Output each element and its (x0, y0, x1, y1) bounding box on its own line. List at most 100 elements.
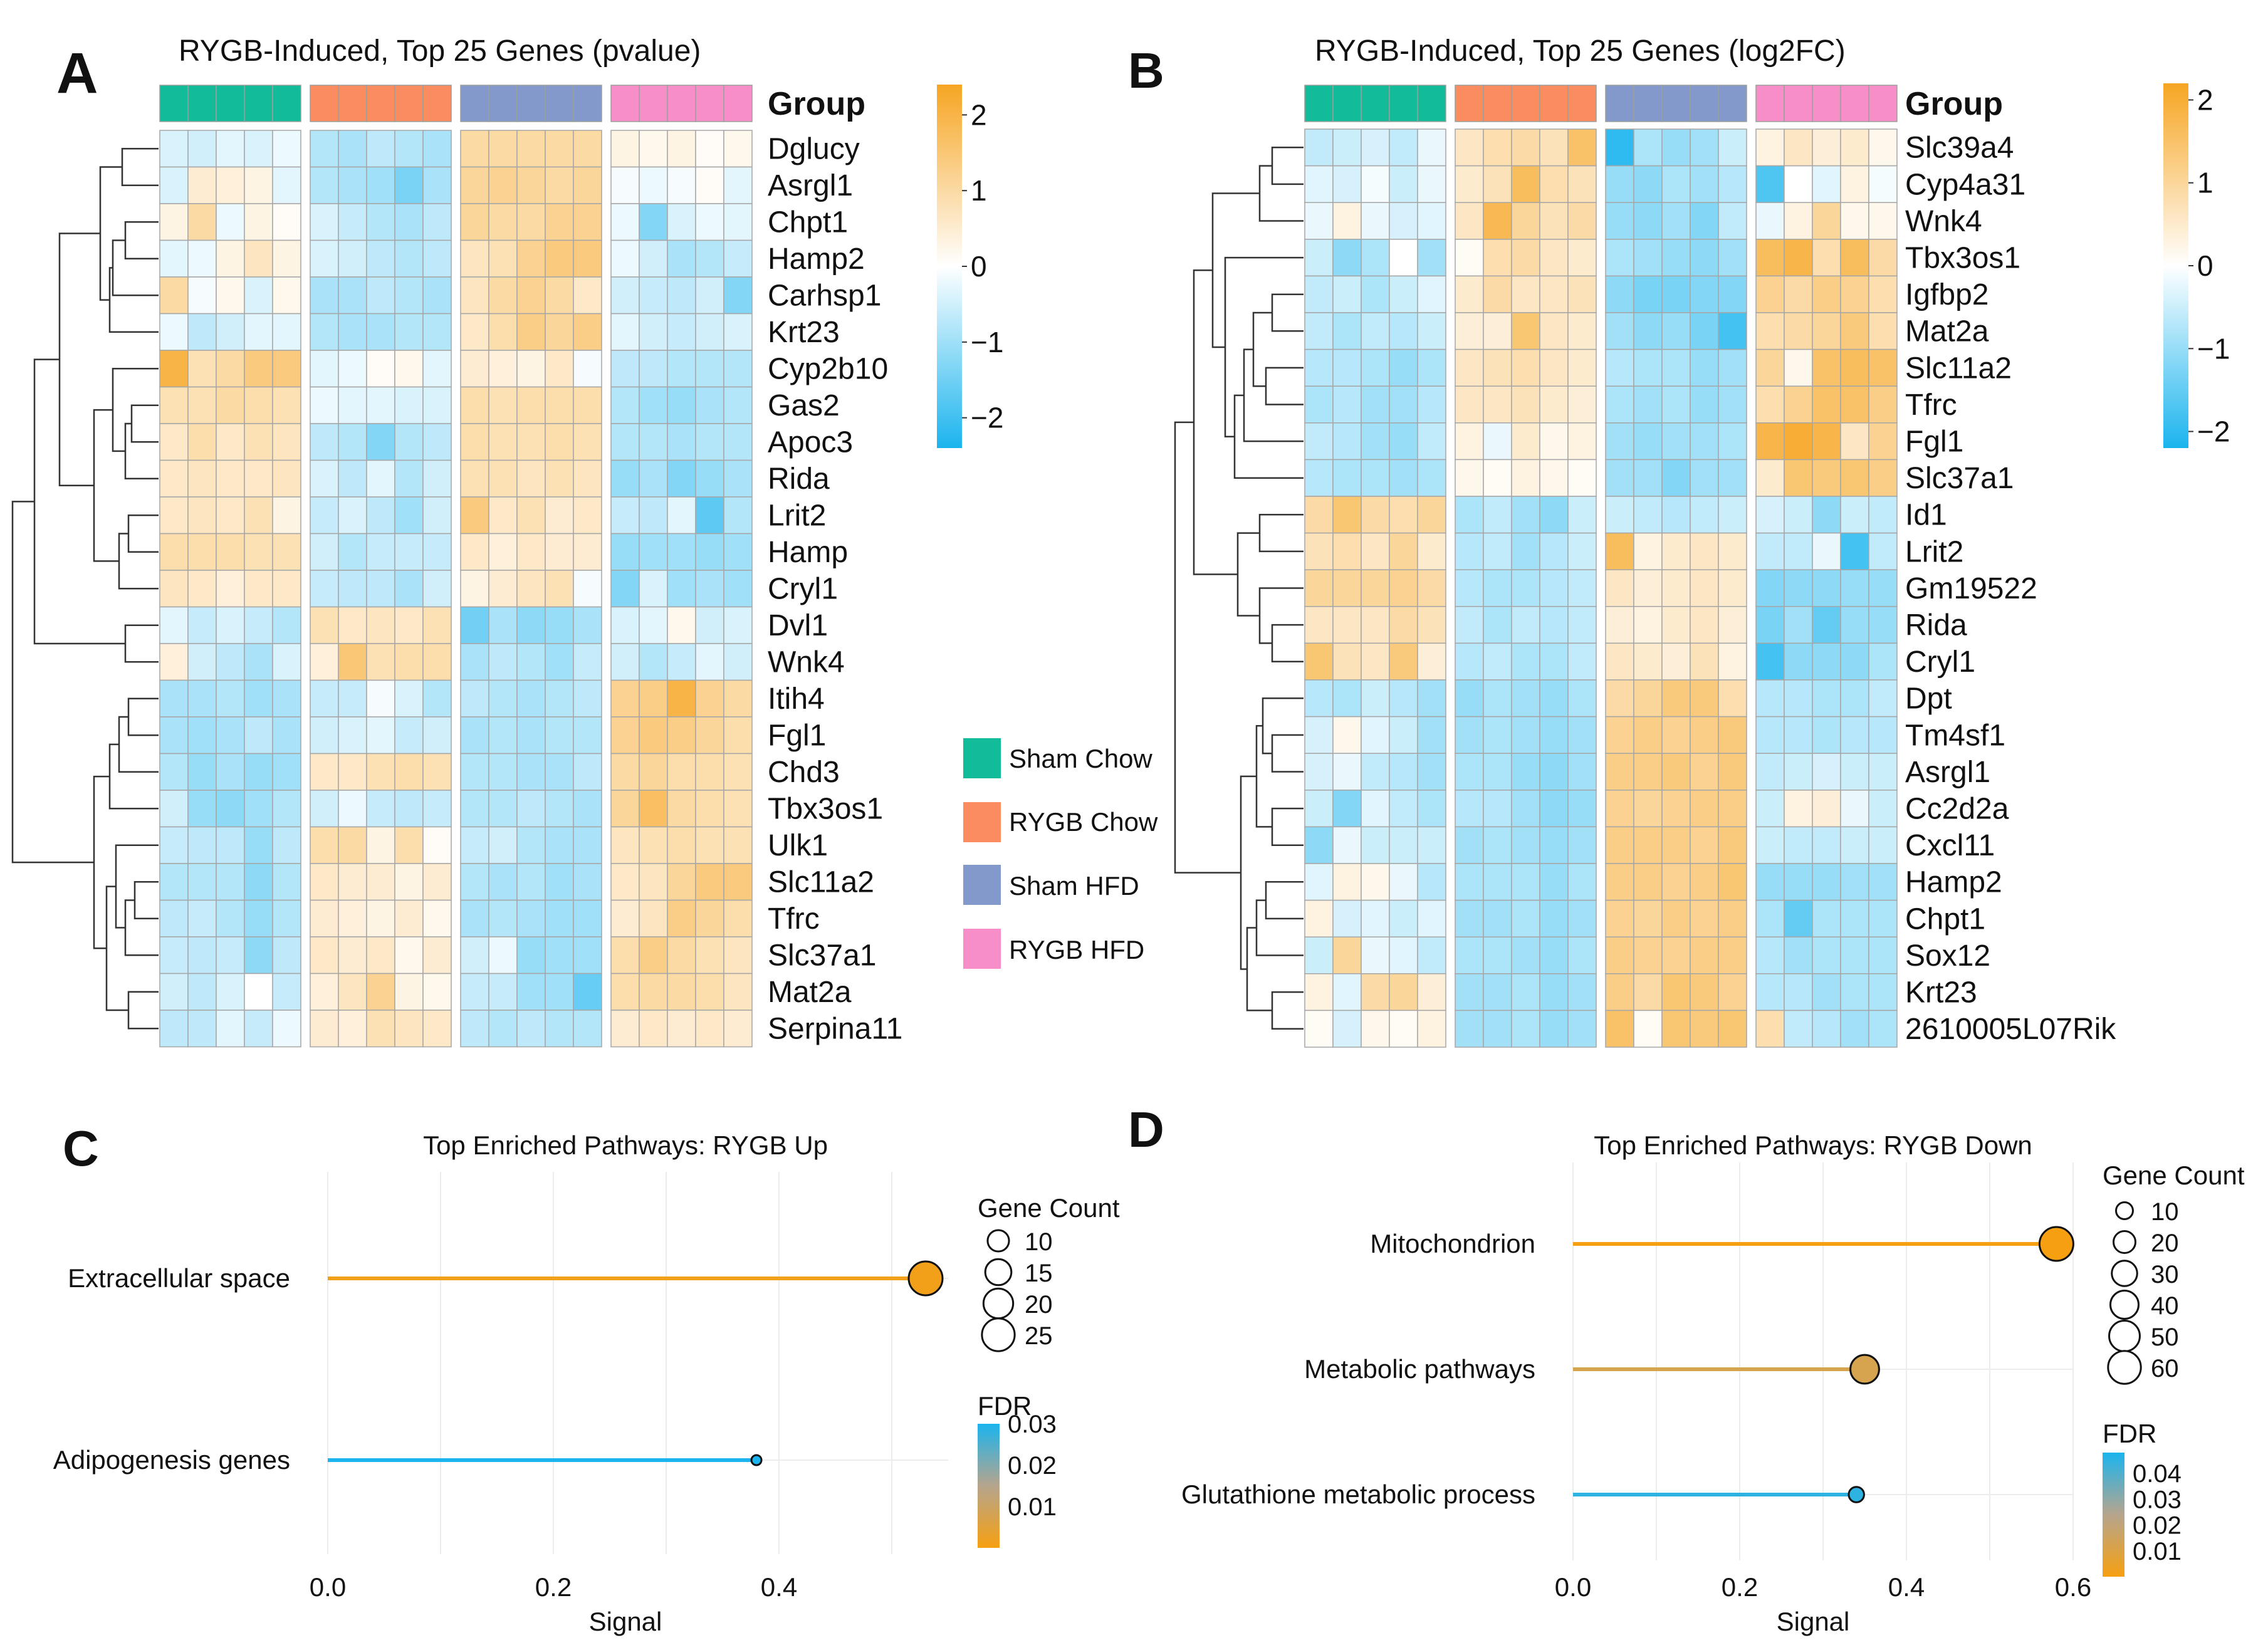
heatmap-cell (1389, 642, 1418, 681)
heatmap-cell (1868, 422, 1898, 461)
lollipop-chart-d: Top Enriched Pathways: RYGB Down Mitocho… (1181, 1130, 2245, 1636)
heatmap-cell (1690, 422, 1719, 461)
heatmap-cell (723, 239, 753, 278)
heatmap-cell (244, 276, 273, 315)
heatmap-cell (244, 239, 273, 278)
heatmap-cell (610, 679, 640, 718)
heatmap-cell (1483, 606, 1512, 644)
heatmap-b-cells (1304, 128, 1898, 1048)
heatmap-cell (310, 350, 339, 388)
heatmap-cell (1690, 496, 1719, 534)
heatmap-cell (310, 716, 339, 755)
dendrogram-branch (99, 166, 122, 301)
chart-c-x-ticks: 0.0 0.2 0.4 (310, 1572, 797, 1602)
heatmap-cell (1633, 753, 1663, 791)
heatmap-cell (1718, 790, 1747, 828)
heatmap-cell (272, 239, 301, 278)
group-bar-cell-rygb-hfd (1868, 85, 1898, 122)
heatmap-cell (1718, 532, 1747, 570)
heatmap-cell (1633, 348, 1663, 387)
heatmap-cell (488, 166, 518, 204)
heatmap-cell (1567, 239, 1597, 277)
heatmap-cell (187, 716, 217, 755)
heatmap-cell (187, 679, 217, 718)
category-label: Adipogenesis genes (53, 1445, 290, 1475)
heatmap-cell (1361, 1010, 1390, 1048)
heatmap-cell (422, 643, 452, 681)
heatmap-cell (1784, 275, 1813, 313)
heatmap-cell (1389, 826, 1418, 864)
heatmap-cell (216, 899, 245, 937)
heatmap-cell (1511, 606, 1540, 644)
heatmap-cell (1690, 202, 1719, 240)
heatmap-cell (695, 643, 724, 681)
gene-label: Fgl1 (768, 719, 826, 753)
heatmap-cell (1840, 165, 1869, 203)
heatmap-cell (366, 166, 395, 204)
heatmap-cell (610, 716, 640, 755)
heatmap-cell (244, 166, 273, 204)
heatmap-cell (1690, 863, 1719, 901)
gene-label: Lrit2 (768, 499, 826, 533)
heatmap-cell (1389, 973, 1418, 1011)
heatmap-cell (1633, 936, 1663, 974)
heatmap-cell (1304, 826, 1334, 864)
heatmap-cell (1455, 606, 1484, 644)
heatmap-cell (216, 313, 245, 351)
heatmap-cell (1784, 936, 1813, 974)
heatmap-cell (1567, 532, 1597, 570)
heatmap-cell (159, 350, 189, 388)
heatmap-cell (1784, 128, 1813, 167)
category-label: Mitochondrion (1370, 1229, 1535, 1258)
heatmap-cell (1511, 275, 1540, 313)
heatmap-cell (1661, 679, 1691, 718)
heatmap-cell (1661, 716, 1691, 754)
heatmap-cell (338, 606, 367, 644)
heatmap-cell (1539, 1010, 1569, 1048)
heatmap-cell (695, 606, 724, 644)
heatmap-cell (1567, 716, 1597, 754)
heatmap-cell (1539, 863, 1569, 901)
heatmap-cell (460, 753, 489, 791)
heatmap-cell (1417, 679, 1446, 718)
heatmap-cell (187, 936, 217, 974)
colorbar-tick-label: 2 (2197, 83, 2213, 116)
heatmap-cell (1511, 312, 1540, 350)
heatmap-cell (272, 899, 301, 937)
size-legend-circle (984, 1258, 1013, 1287)
heatmap-cell (1417, 716, 1446, 754)
dendrogram-branch (1255, 725, 1272, 828)
heatmap-cell (1417, 496, 1446, 534)
heatmap-cell (667, 716, 696, 755)
heatmap-cell (1389, 569, 1418, 607)
heatmap-cell (488, 203, 518, 241)
heatmap-cell (159, 1010, 189, 1048)
heatmap-cell (310, 386, 339, 424)
heatmap-cell (1567, 275, 1597, 313)
heatmap-cell (1661, 422, 1691, 461)
heatmap-cell (1483, 642, 1512, 681)
panel-letter-c: C (63, 1120, 99, 1176)
heatmap-b-title: RYGB-Induced, Top 25 Genes (log2FC) (1315, 34, 1846, 68)
heatmap-cell (639, 239, 668, 278)
heatmap-cell (1361, 275, 1390, 313)
dendrogram-branch (127, 697, 159, 736)
gene-label: Lrit2 (1905, 535, 1963, 568)
heatmap-cell (1784, 312, 1813, 350)
heatmap-cell (1511, 642, 1540, 681)
heatmap-cell (1690, 642, 1719, 681)
gene-label: Asrgl1 (1905, 756, 1990, 789)
heatmap-cell (723, 276, 753, 315)
heatmap-cell (159, 863, 189, 901)
group-bar-cell-sham-chow (1361, 85, 1390, 122)
group-bar-cell-sham-chow (216, 85, 245, 122)
heatmap-cell (488, 239, 518, 278)
heatmap-cell (1361, 863, 1390, 901)
heatmap-cell (1483, 385, 1512, 424)
heatmap-cell (366, 496, 395, 535)
heatmap-cell (216, 679, 245, 718)
heatmap-cell (639, 533, 668, 571)
heatmap-cell (1332, 385, 1362, 424)
heatmap-cell (1755, 606, 1785, 644)
heatmap-cell (1483, 936, 1512, 974)
